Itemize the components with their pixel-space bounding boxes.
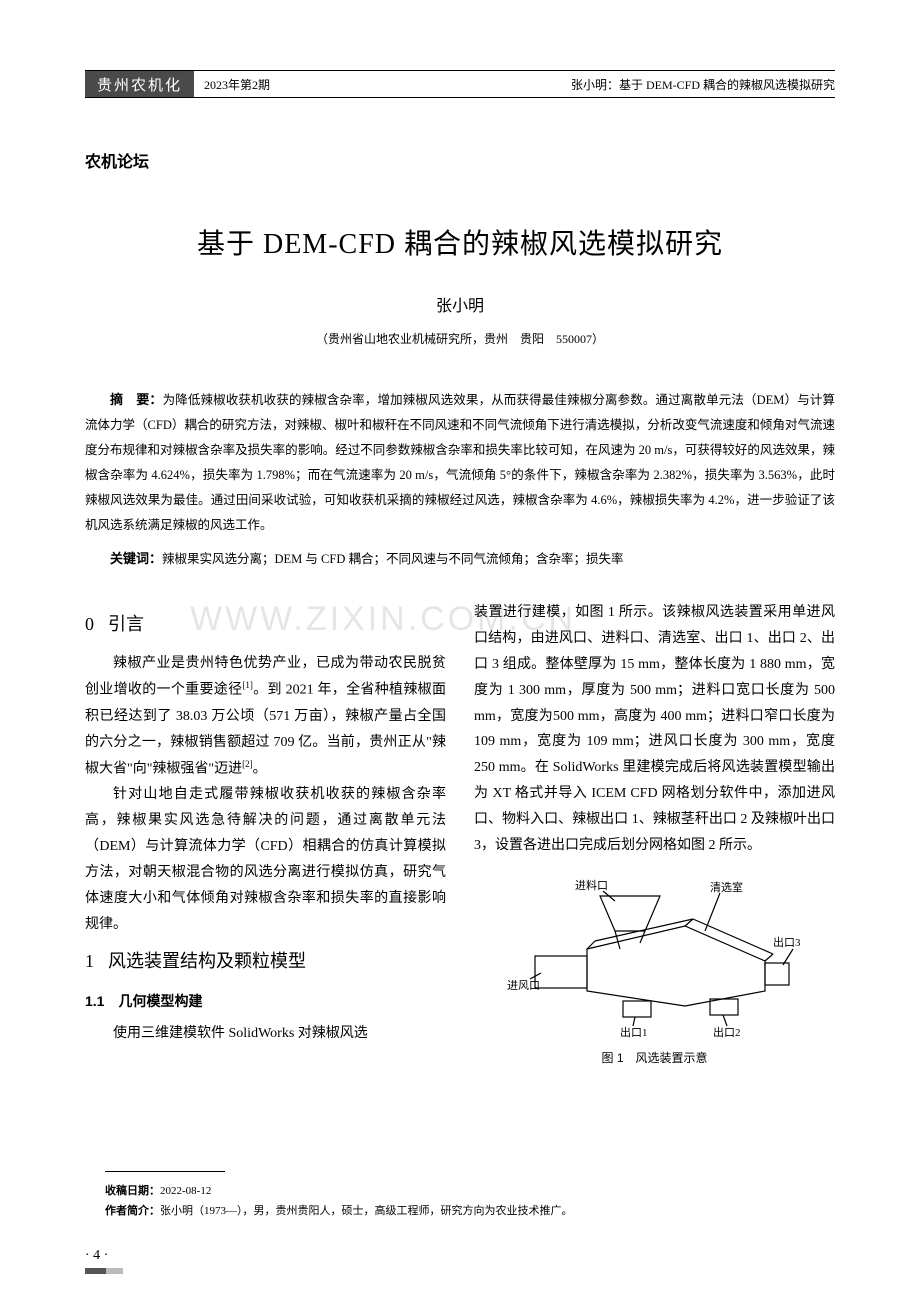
journal-name: 贵州农机化 [85, 71, 194, 97]
abstract: 摘 要：为降低辣椒收获机收获的辣椒含杂率，增加辣椒风选效果，从而获得最佳辣椒分离… [85, 387, 835, 538]
issue-label: 2023年第2期 [204, 76, 270, 93]
p1-part-c: 。 [253, 761, 267, 776]
figure-1-caption: 图 1 风选装置示意 [474, 1047, 835, 1069]
received-date-line: 收稿日期：2022-08-12 [105, 1182, 573, 1202]
right-column: 装置进行建模，如图 1 所示。该辣椒风选装置采用单进风口结构，由进风口、进料口、… [474, 600, 835, 1069]
heading-0-title: 引言 [108, 614, 144, 634]
heading-0: 0 引言 [85, 608, 446, 641]
abstract-label: 摘 要： [110, 392, 163, 407]
citation-1: [1] [242, 680, 253, 690]
page-number: · 4 · [85, 1248, 108, 1264]
figure-1: 进料口 清选室 进风口 出口1 出口2 出口3 图 1 风选装置示意 [474, 871, 835, 1069]
citation-2: [2] [242, 759, 253, 769]
figure-1-svg: 进料口 清选室 进风口 出口1 出口2 出口3 [505, 871, 805, 1041]
received-label: 收稿日期： [105, 1185, 160, 1197]
fig1-label-outlet2: 出口2 [713, 1025, 741, 1039]
body-columns: 0引言 辣椒产业是贵州特色优势产业，已成为带动农民脱贫创业增收的一个重要途径[1… [85, 600, 835, 1069]
page-number-bar [85, 1268, 123, 1274]
author-bio-line: 作者简介：张小明（1973—），男，贵州贵阳人，硕士，高级工程师，研究方向为农业… [105, 1202, 573, 1222]
abstract-text: 为降低辣椒收获机收获的辣椒含杂率，增加辣椒风选效果，从而获得最佳辣椒分离参数。通… [85, 393, 835, 532]
footer-notes: 收稿日期：2022-08-12 作者简介：张小明（1973—），男，贵州贵阳人，… [105, 1182, 573, 1222]
heading-1-title: 风选装置结构及颗粒模型 [108, 951, 306, 971]
fig1-label-clean-room: 清选室 [710, 880, 743, 894]
fig1-label-inlet-material: 进料口 [575, 878, 608, 892]
author-affiliation: （贵州省山地农业机械研究所，贵州 贵阳 550007） [85, 330, 835, 347]
fig1-label-outlet1: 出口1 [620, 1025, 648, 1039]
fig1-label-inlet-air: 进风口 [507, 979, 540, 992]
left-column: 0引言 辣椒产业是贵州特色优势产业，已成为带动农民脱贫创业增收的一个重要途径[1… [85, 600, 446, 1069]
header-left: 贵州农机化 2023年第2期 [85, 71, 270, 97]
column-section-label: 农机论坛 [85, 148, 835, 172]
keywords-text: 辣椒果实风选分离；DEM 与 CFD 耦合；不同风速与不同气流倾角；含杂率；损失… [162, 552, 623, 566]
heading-1-1: 1.1 几何模型构建 [85, 989, 446, 1015]
footnote-rule [105, 1171, 225, 1172]
article-title: 基于 DEM-CFD 耦合的辣椒风选模拟研究 [85, 222, 835, 262]
paragraph-1: 辣椒产业是贵州特色优势产业，已成为带动农民脱贫创业增收的一个重要途径[1]。到 … [85, 651, 446, 782]
author-bio: 张小明（1973—），男，贵州贵阳人，硕士，高级工程师，研究方向为农业技术推广。 [160, 1205, 573, 1217]
page-header: 贵州农机化 2023年第2期 张小明：基于 DEM-CFD 耦合的辣椒风选模拟研… [85, 70, 835, 98]
keywords-label: 关键词： [110, 551, 162, 566]
paragraph-2: 针对山地自走式履带辣椒收获机收获的辣椒含杂率高，辣椒果实风选急待解决的问题，通过… [85, 782, 446, 937]
running-head: 张小明：基于 DEM-CFD 耦合的辣椒风选模拟研究 [571, 76, 835, 93]
fig1-label-outlet3: 出口3 [773, 935, 801, 949]
heading-0-num: 0 [85, 614, 94, 634]
author-name: 张小明 [85, 292, 835, 316]
paragraph-3: 使用三维建模软件 SolidWorks 对辣椒风选 [85, 1021, 446, 1047]
paragraph-4: 装置进行建模，如图 1 所示。该辣椒风选装置采用单进风口结构，由进风口、进料口、… [474, 600, 835, 859]
heading-1-num: 1 [85, 951, 94, 971]
received-date: 2022-08-12 [160, 1185, 211, 1197]
heading-1: 1 风选装置结构及颗粒模型 [85, 945, 446, 978]
keywords: 关键词：辣椒果实风选分离；DEM 与 CFD 耦合；不同风速与不同气流倾角；含杂… [85, 546, 835, 572]
author-bio-label: 作者简介： [105, 1205, 160, 1217]
